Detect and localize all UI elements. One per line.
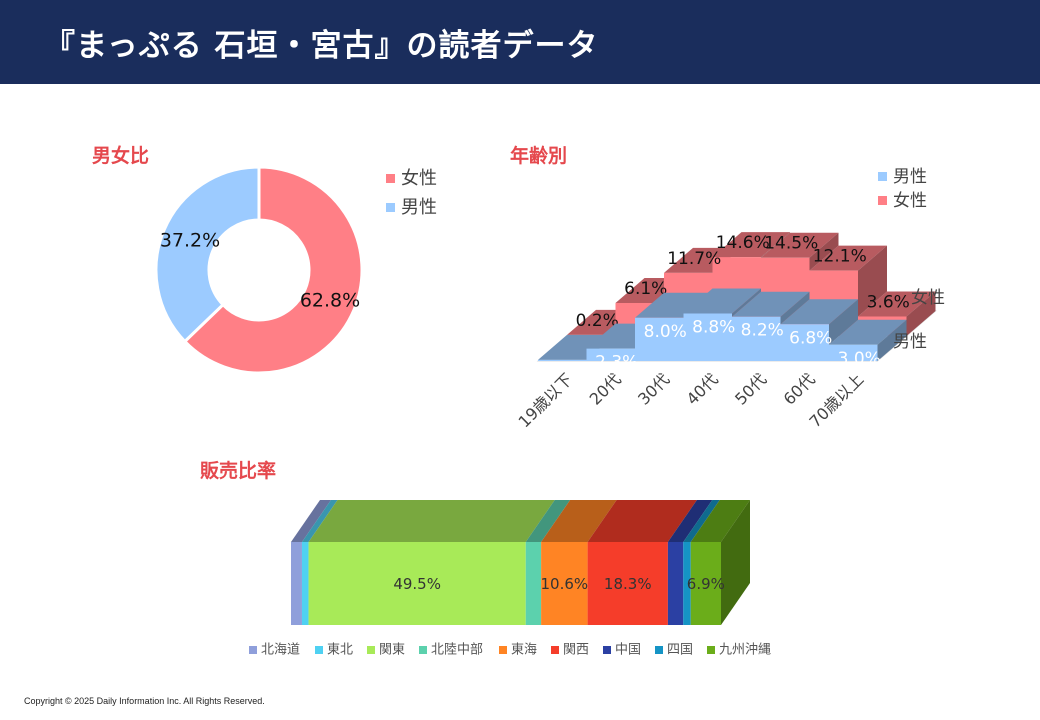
legend-label: 東北 — [327, 642, 353, 658]
area-top-male — [732, 291, 810, 317]
legend-label: 北陸中部 — [431, 642, 483, 658]
legend-marker — [707, 646, 715, 654]
bar-top-segment — [587, 500, 697, 542]
bar-top-segment — [308, 500, 555, 542]
bar-top-segment — [683, 500, 720, 542]
bar-top-segment — [291, 500, 331, 542]
depth-label-female: 女性 — [911, 288, 945, 308]
age-section-title: 年齢別 — [510, 145, 568, 167]
legend-marker — [315, 646, 323, 654]
data-label-male: 8.0% — [644, 322, 687, 342]
area-top-male — [829, 319, 907, 345]
legend-marker — [249, 646, 257, 654]
bar-segment — [525, 542, 542, 625]
area-top-female — [809, 245, 887, 271]
bar-data-label: 18.3% — [604, 575, 652, 593]
data-label-male: 2.3% — [595, 353, 638, 373]
area-riser-female — [809, 232, 839, 271]
bar-top-segment — [667, 500, 713, 542]
data-label-female: 14.5% — [764, 234, 818, 254]
legend-marker — [603, 646, 611, 654]
bar-segment — [690, 542, 721, 625]
bar-top-segment — [301, 500, 338, 542]
bar-segment — [667, 542, 684, 625]
legend-label: 九州沖縄 — [719, 643, 771, 658]
donut-slice-female — [182, 165, 364, 375]
bar-segment — [541, 542, 588, 625]
legend-label: 関西 — [563, 643, 589, 658]
data-label-male: 8.2% — [741, 321, 784, 341]
data-label-female: 6.1% — [624, 279, 667, 299]
legend-marker — [419, 646, 427, 654]
legend-label-female: 女性 — [401, 168, 437, 189]
bar-data-label: 49.5% — [393, 575, 441, 593]
bar-top-segment — [525, 500, 571, 542]
legend-label: 北海道 — [261, 643, 300, 658]
legend-marker-male — [386, 203, 395, 212]
page-title: 『まっぷる 石垣・宮古』の読者データ — [44, 28, 599, 64]
gender-section-title: 男女比 — [92, 145, 150, 167]
area-side-male — [877, 319, 907, 361]
legend-marker — [551, 646, 559, 654]
data-label-female: 12.1% — [813, 247, 867, 267]
legend-label-female: 女性 — [893, 191, 927, 211]
bar-data-label: 6.9% — [687, 575, 725, 593]
data-label-female: 0.2% — [576, 311, 619, 331]
donut-slice-male — [154, 165, 261, 344]
legend-label-male: 男性 — [893, 167, 927, 187]
donut-label-female: 62.8% — [300, 290, 360, 312]
data-label-male: 0.2% — [547, 364, 590, 384]
legend-marker — [367, 646, 375, 654]
donut-label-male: 37.2% — [160, 230, 220, 252]
legend-marker-female — [878, 196, 887, 205]
sales-section-title: 販売比率 — [200, 460, 277, 482]
area-riser-female — [761, 232, 790, 258]
legend-label-male: 男性 — [401, 197, 437, 218]
bar-segment — [308, 542, 526, 625]
bar-side-face — [721, 500, 750, 625]
legend-label: 中国 — [615, 643, 641, 658]
copyright-text: Copyright © 2025 Daily Information Inc. … — [24, 696, 265, 706]
bar-segment — [683, 542, 691, 625]
bar-segment — [301, 542, 309, 625]
bar-top-segment — [541, 500, 617, 542]
data-label-male: 3.0% — [838, 349, 881, 369]
area-top-male — [635, 292, 713, 318]
area-top-female — [858, 291, 936, 317]
area-front-male — [538, 313, 878, 361]
area-top-male — [683, 288, 761, 314]
data-label-female: 3.6% — [867, 293, 910, 313]
legend-marker — [499, 646, 507, 654]
bar-top-segment — [690, 500, 750, 542]
legend-marker-female — [386, 174, 395, 183]
page-header: 『まっぷる 石垣・宮古』の読者データ — [0, 0, 1040, 84]
area-top-female — [761, 232, 839, 258]
data-label-male: 8.8% — [692, 317, 735, 337]
bar-data-label: 10.6% — [541, 575, 589, 593]
depth-label-male: 男性 — [893, 332, 927, 352]
area-riser-male — [780, 291, 810, 325]
data-label-male: 6.8% — [789, 328, 832, 348]
area-riser-male — [829, 299, 858, 345]
area-top-female — [712, 232, 790, 258]
bar-segment — [291, 542, 302, 625]
legend-label: 関東 — [379, 642, 405, 658]
bar-segment — [587, 542, 668, 625]
data-label-female: 14.6% — [716, 233, 770, 253]
area-riser-female — [858, 245, 887, 317]
legend-marker-male — [878, 172, 887, 181]
area-top-male — [780, 299, 858, 325]
legend-label: 四国 — [667, 643, 693, 658]
legend-label: 東海 — [511, 642, 537, 658]
legend-marker — [655, 646, 663, 654]
area-side-female — [906, 291, 936, 336]
data-label-female: 11.7% — [667, 249, 721, 269]
area-riser-male — [732, 288, 761, 317]
